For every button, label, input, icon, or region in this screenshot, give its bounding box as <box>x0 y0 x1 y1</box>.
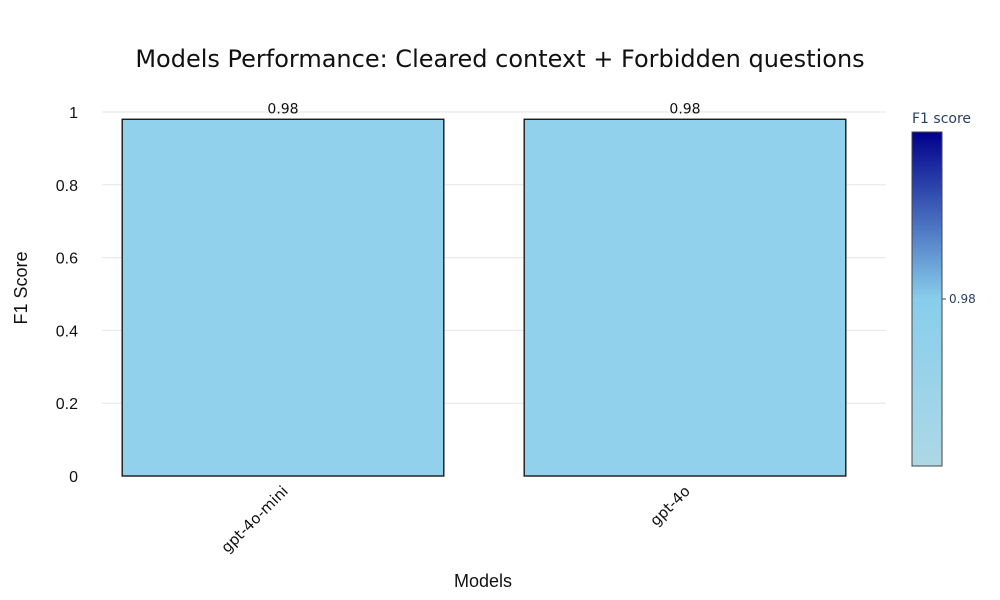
y-tick-label: 0.6 <box>56 251 78 268</box>
y-tick-label: 0 <box>69 469 78 486</box>
data-label: 0.98 <box>669 101 700 117</box>
y-axis-title: F1 Score <box>11 251 31 324</box>
y-axis-ticks: 0 0.2 0.4 0.6 0.8 1 <box>56 105 78 486</box>
y-tick-label: 0.8 <box>56 178 78 195</box>
colorbar-ticks: 0.98 <box>942 292 976 306</box>
x-axis-title: Models <box>454 571 512 591</box>
y-tick-label: 1 <box>69 105 78 122</box>
colorbar: F1 score 0.98 <box>911 111 976 467</box>
data-labels: 0.98 0.98 <box>267 101 700 117</box>
bar-gpt-4o-mini <box>121 118 445 477</box>
chart-title: Models Performance: Cleared context + Fo… <box>135 45 864 73</box>
bar-gpt-4o <box>523 118 847 477</box>
data-label: 0.98 <box>267 101 298 117</box>
y-tick-label: 0.4 <box>56 323 78 340</box>
colorbar-title: F1 score <box>912 111 971 127</box>
y-tick-label: 0.2 <box>56 396 78 413</box>
x-tick-label: gpt-4o-mini <box>217 482 291 556</box>
bars <box>121 118 847 477</box>
colorbar-scale <box>911 131 943 467</box>
x-axis-ticks: gpt-4o-mini gpt-4o <box>217 482 693 556</box>
x-tick-label: gpt-4o <box>646 482 693 529</box>
colorbar-tick-label: 0.98 <box>949 292 976 306</box>
